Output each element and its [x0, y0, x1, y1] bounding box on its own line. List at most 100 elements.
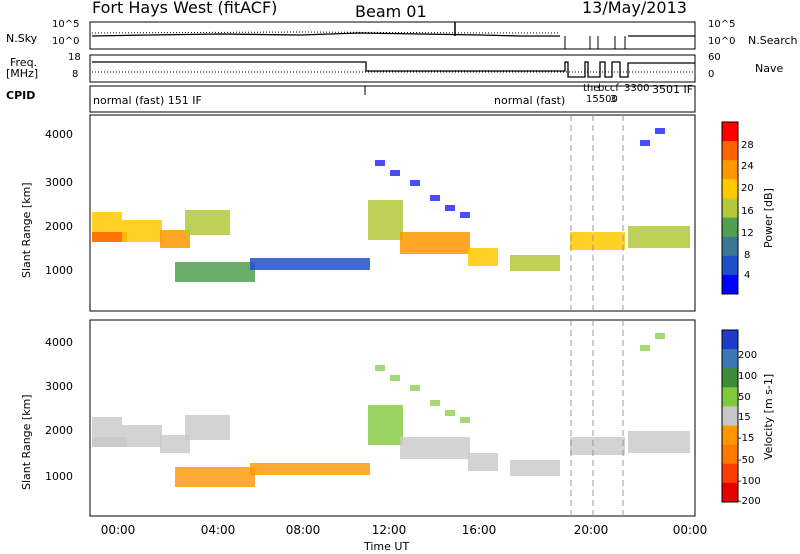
velocity-echo-band — [250, 463, 370, 475]
power-colorbar-swatch-7 — [722, 255, 738, 276]
vel-ytick-2000: 2000 — [45, 424, 73, 437]
vel-cbar-tick-200: 200 — [738, 350, 758, 361]
xtick-2400: 00:00 — [672, 523, 708, 537]
power-echo-sparse — [375, 160, 385, 166]
vel-cbar-tick-50: 50 — [738, 392, 751, 403]
velocity-echo-band — [185, 415, 230, 440]
velocity-echo-sparse — [445, 410, 455, 416]
freq-tick-left-top: 18 — [68, 52, 81, 63]
cpid-cluster-3: bccf — [598, 83, 619, 94]
cpid-right: normal (fast) — [494, 94, 566, 107]
power-ytick-1000: 1000 — [45, 264, 73, 277]
power-colorbar-frame — [721, 121, 739, 295]
noise-sky-trace — [91, 32, 560, 37]
velocity-echo-band — [92, 437, 127, 447]
power-echo-sparse — [445, 205, 455, 211]
power-cbar-tick-16: 16 — [741, 206, 754, 217]
velocity-colorbar-swatch-4 — [722, 406, 738, 426]
power-ytick-4000: 4000 — [45, 128, 73, 141]
noise-search-trace — [91, 31, 560, 34]
freq-unit-label: [MHz] — [6, 67, 39, 80]
xtick-0000: 00:00 — [100, 523, 136, 537]
power-colorbar-swatch-0 — [722, 122, 738, 142]
velocity-heatmap — [92, 333, 690, 487]
power-colorbar — [722, 122, 738, 295]
vel-cbar-tick-m50: -50 — [738, 455, 755, 466]
power-echo-band — [92, 232, 127, 242]
noise-tick-left-top: 10^5 — [52, 19, 80, 30]
velocity-colorbar-frame — [721, 329, 739, 503]
power-colorbar-swatch-2 — [722, 160, 738, 180]
power-cbar-tick-28: 28 — [741, 140, 754, 151]
power-echo-band — [160, 230, 190, 248]
freq-tick-right-bottom: 0 — [708, 69, 715, 80]
velocity-colorbar-swatch-0 — [722, 330, 738, 350]
cpid-cluster-4: 3300 — [624, 83, 650, 94]
nsearch-label: N.Search — [748, 34, 798, 47]
power-echo-band — [468, 248, 498, 266]
power-ytick-2000: 2000 — [45, 220, 73, 233]
power-echo-sparse — [655, 128, 665, 134]
vel-cbar-tick-m200: -200 — [738, 496, 761, 507]
power-colorbar-swatch-4 — [722, 198, 738, 218]
date-label: 13/May/2013 — [582, 0, 687, 17]
noise-tick-left-bottom: 10^0 — [52, 36, 80, 47]
vel-cbar-tick-15: 15 — [738, 412, 751, 423]
power-echo-sparse — [430, 195, 440, 201]
power-echo-band — [185, 210, 230, 235]
velocity-echo-band — [400, 437, 470, 459]
cpid-cluster-5: 3 — [610, 94, 617, 105]
velocity-echo-sparse — [460, 417, 470, 423]
velocity-echo-sparse — [375, 365, 385, 371]
velocity-echo-band — [510, 460, 560, 476]
nave-label: Nave — [755, 62, 784, 75]
velocity-colorbar-swatch-6 — [722, 444, 738, 465]
xtick-0800: 08:00 — [285, 523, 321, 537]
cpid-panel — [89, 85, 696, 113]
velocity-echo-band — [368, 405, 403, 445]
power-cbar-tick-4: 4 — [744, 270, 751, 281]
power-cbar-tick-20: 20 — [741, 183, 754, 194]
power-colorbar-swatch-1 — [722, 141, 738, 161]
freq-panel — [89, 54, 696, 83]
power-colorbar-swatch-3 — [722, 179, 738, 199]
xtick-1600: 16:00 — [461, 523, 497, 537]
velocity-echo-sparse — [410, 385, 420, 391]
velocity-colorbar-swatch-8 — [722, 482, 738, 503]
freq-trace — [92, 61, 695, 78]
velocity-echo-sparse — [430, 400, 440, 406]
power-heatmap — [92, 128, 690, 282]
freq-tick-left-bottom: 8 — [72, 69, 79, 80]
noise-panel — [89, 21, 696, 50]
power-echo-band — [400, 232, 470, 254]
power-echo-band — [628, 226, 690, 248]
velocity-echo-sparse — [390, 375, 400, 381]
velocity-echo-band — [570, 437, 625, 455]
power-echo-band — [175, 262, 255, 282]
power-colorbar-swatch-8 — [722, 274, 738, 295]
velocity-colorbar-swatch-1 — [722, 349, 738, 369]
cpid-cluster-1: the — [583, 83, 600, 94]
vel-ytick-3000: 3000 — [45, 380, 73, 393]
velocity-echo-band — [628, 431, 690, 453]
velocity-colorbar-swatch-3 — [722, 387, 738, 407]
velocity-echo-sparse — [640, 345, 650, 351]
velocity-colorbar-swatch-5 — [722, 425, 738, 446]
power-ytick-3000: 3000 — [45, 176, 73, 189]
velocity-echo-band — [160, 435, 190, 453]
velocity-echo-band — [122, 425, 162, 447]
power-cbar-tick-12: 12 — [741, 228, 754, 239]
vel-ytick-4000: 4000 — [45, 336, 73, 349]
freq-tick-right-top: 60 — [708, 52, 721, 63]
power-echo-sparse — [460, 212, 470, 218]
vel-cbar-tick-m15: -15 — [738, 433, 755, 444]
power-panel-frame — [89, 114, 696, 312]
cpid-label: CPID — [6, 89, 36, 102]
velocity-echo-sparse — [655, 333, 665, 339]
velocity-echo-band — [175, 467, 255, 487]
power-echo-band — [122, 220, 162, 242]
velocity-panel-frame — [89, 319, 696, 517]
power-echo-band — [250, 258, 370, 270]
power-colorbar-swatch-5 — [722, 217, 738, 238]
